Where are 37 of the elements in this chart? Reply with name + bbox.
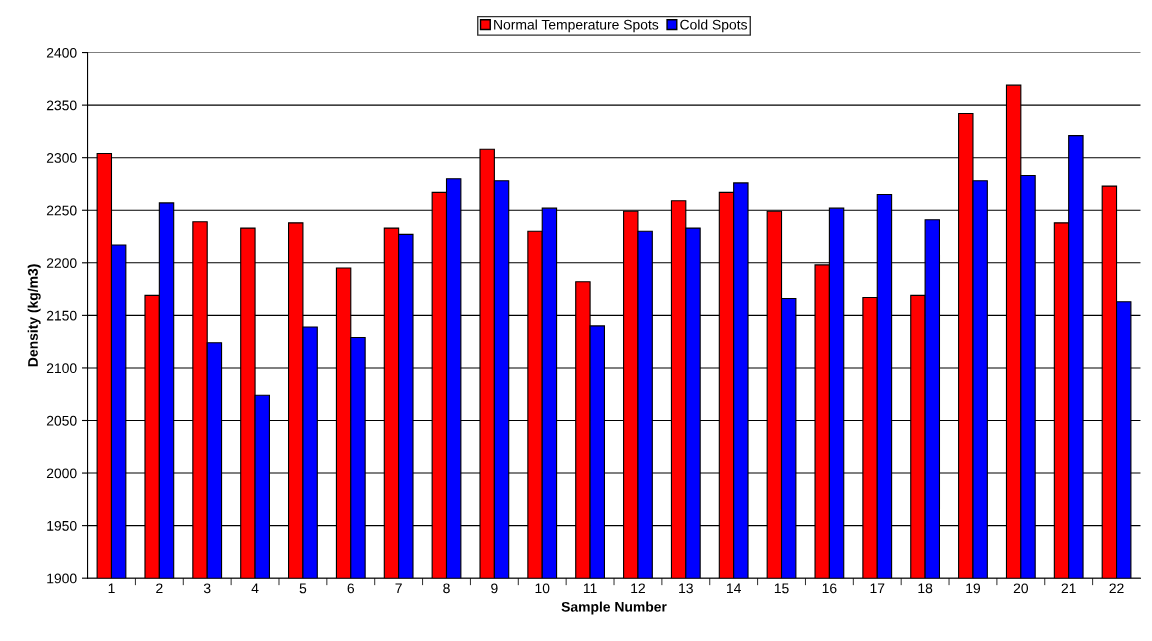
y-tick-label: 2150: [46, 310, 77, 321]
x-tick-label: 17: [870, 583, 885, 594]
x-tick-label: 22: [1109, 583, 1124, 594]
x-tick-label: 1: [108, 583, 115, 594]
y-tick-label: 2050: [46, 415, 77, 426]
y-tick-label: 2400: [46, 47, 77, 58]
x-tick-label: 5: [299, 583, 307, 594]
x-tick-label: 13: [679, 583, 693, 594]
x-tick-label: 18: [918, 583, 933, 594]
x-tick-label: 8: [443, 583, 450, 594]
x-tick-label: 16: [822, 583, 837, 594]
x-tick-label: 9: [491, 583, 498, 594]
y-tick-label: 2250: [46, 205, 77, 216]
y-tick-label: 2300: [46, 153, 77, 163]
x-tick-label: 4: [251, 583, 259, 594]
y-tick-label: 1900: [47, 573, 77, 584]
y-tick-label: 2350: [46, 100, 77, 111]
legend-label: Normal Temperature Spots: [494, 19, 659, 33]
x-tick-label: 6: [347, 583, 355, 594]
x-tick-label: 12: [631, 583, 645, 594]
x-tick-label: 21: [1061, 583, 1076, 594]
x-tick-label: 2: [156, 583, 163, 594]
x-tick-label: 15: [774, 583, 789, 594]
y-tick-label: 2100: [46, 363, 77, 374]
y-tick-label: 2200: [46, 258, 77, 268]
x-tick-label: 3: [203, 583, 211, 594]
y-tick-label: 1950: [47, 520, 77, 531]
x-tick-label: 11: [583, 583, 597, 594]
y-tick-label: 2000: [46, 468, 77, 479]
y-axis-title: Density (kg/m3): [27, 264, 41, 367]
x-tick-label: 14: [727, 583, 741, 594]
x-tick-label: 7: [395, 583, 402, 594]
x-tick-label: 20: [1013, 583, 1029, 594]
legend-label: Cold Spots: [680, 19, 747, 33]
x-tick-label: 10: [535, 583, 550, 594]
x-axis-title: Sample Number: [561, 601, 667, 615]
x-tick-label: 19: [966, 583, 981, 594]
